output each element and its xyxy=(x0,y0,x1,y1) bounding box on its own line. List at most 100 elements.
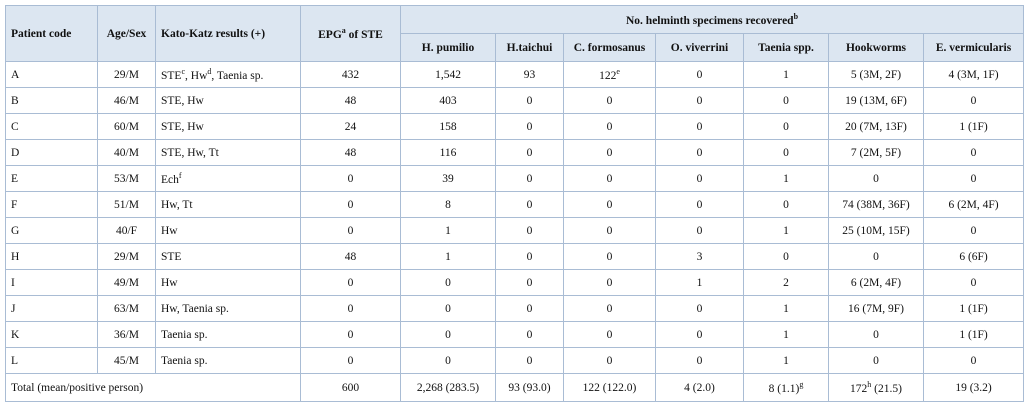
table-cell: 0 xyxy=(563,217,656,244)
table-row: E 53/M Echf 0 39 0 0 0 1 0 0 xyxy=(5,165,1025,192)
table-row: H 29/M STE 48 1 0 0 3 0 0 6 (6F) xyxy=(5,243,1025,270)
table-cell: 0 xyxy=(743,113,829,140)
table-cell: 60/M xyxy=(97,113,156,140)
table-cell: 0 xyxy=(563,139,656,166)
table-cell: 1 (1F) xyxy=(922,295,1025,322)
table-cell: 0 xyxy=(495,139,564,166)
table-cell: 0 xyxy=(563,113,656,140)
table-cell: 0 xyxy=(400,295,496,322)
table-cell: 63/M xyxy=(97,295,156,322)
table-cell: 8 (1.1)g xyxy=(743,373,829,402)
table-cell: 93 xyxy=(495,61,564,88)
table-cell: 116 xyxy=(400,139,496,166)
table-cell: 0 xyxy=(655,139,744,166)
table-cell: 0 xyxy=(400,347,496,374)
header-cell: Patient code xyxy=(5,5,98,62)
header-cell: Hookworms xyxy=(828,33,924,62)
table-cell: 0 xyxy=(922,87,1025,114)
table-cell: STE, Hw xyxy=(155,113,301,140)
table-cell: 2,268 (283.5) xyxy=(400,373,496,402)
table-cell: 0 xyxy=(655,61,744,88)
table-cell: J xyxy=(5,295,98,322)
table-cell: 0 xyxy=(828,321,924,348)
table-cell: E xyxy=(5,165,98,192)
table-cell: 1 (1F) xyxy=(922,321,1025,348)
table-row: F 51/M Hw, Tt 0 8 0 0 0 0 74 (38M, 36F) 6 (2M, 4F) xyxy=(5,191,1025,218)
header-cell: Kato-Katz results (+) xyxy=(155,5,301,62)
table-cell: 0 xyxy=(300,347,401,374)
table-cell: 0 xyxy=(828,165,924,192)
table-cell: 0 xyxy=(743,243,829,270)
table-cell: 29/M xyxy=(97,243,156,270)
table-cell: 172h (21.5) xyxy=(828,373,924,402)
header-cell: H. pumilio xyxy=(400,33,496,62)
table-cell: 0 xyxy=(300,295,401,322)
table-cell: 0 xyxy=(655,165,744,192)
header-cell: H.taichui xyxy=(495,33,564,62)
table-cell: 48 xyxy=(300,87,401,114)
table-cell: K xyxy=(5,321,98,348)
table-cell: 1 (1F) xyxy=(922,113,1025,140)
total-row: Total (mean/positive person) 600 2,268 (28… xyxy=(5,373,1025,402)
table-cell: 0 xyxy=(563,191,656,218)
table-cell: 403 xyxy=(400,87,496,114)
table-cell: 0 xyxy=(828,243,924,270)
table-cell: 122e xyxy=(563,61,656,88)
table-cell: 0 xyxy=(743,87,829,114)
table-cell: 0 xyxy=(495,269,564,296)
table-header: Patient code Age/Sex Kato-Katz results (+)… xyxy=(5,5,1025,62)
table-cell: 46/M xyxy=(97,87,156,114)
table-cell: 0 xyxy=(655,113,744,140)
table-row: J 63/M Hw, Taenia sp. 0 0 0 0 0 1 16 (7M, 9F) 1 (1… xyxy=(5,295,1025,322)
table-cell: 51/M xyxy=(97,191,156,218)
table-cell: 0 xyxy=(655,295,744,322)
header-cell: O. viverrini xyxy=(655,33,744,62)
table-cell: 0 xyxy=(400,321,496,348)
table-cell: 0 xyxy=(300,191,401,218)
table-cell: 3 xyxy=(655,243,744,270)
table-cell: 0 xyxy=(495,321,564,348)
table-cell: Echf xyxy=(155,165,301,192)
table-cell: 0 xyxy=(743,139,829,166)
header-cell: EPGa of STE xyxy=(300,5,401,62)
table-cell: 93 (93.0) xyxy=(495,373,564,402)
table-cell: 20 (7M, 13F) xyxy=(828,113,924,140)
cell-text: 8 (1.1) xyxy=(768,382,800,395)
table-cell: 40/F xyxy=(97,217,156,244)
table-cell: 1 xyxy=(743,217,829,244)
table-row: L 45/M Taenia sp. 0 0 0 0 0 1 0 0 xyxy=(5,347,1025,374)
table-cell: 1 xyxy=(400,243,496,270)
footnote-mark: h xyxy=(867,380,872,390)
table-cell: Taenia sp. xyxy=(155,321,301,348)
table-cell: 19 (3.2) xyxy=(922,373,1025,402)
table-cell: 48 xyxy=(300,243,401,270)
table-cell: 8 xyxy=(400,191,496,218)
table-cell: 0 xyxy=(495,87,564,114)
table-cell: 0 xyxy=(495,295,564,322)
table-cell: 45/M xyxy=(97,347,156,374)
table-cell: 40/M xyxy=(97,139,156,166)
table-cell: 1 xyxy=(655,269,744,296)
table-cell: 0 xyxy=(563,269,656,296)
cell-text: 122 xyxy=(599,69,617,82)
table-cell: 0 xyxy=(922,269,1025,296)
table-cell: 48 xyxy=(300,139,401,166)
table-cell: 74 (38M, 36F) xyxy=(828,191,924,218)
table-cell: C xyxy=(5,113,98,140)
table-cell: 0 xyxy=(563,243,656,270)
table-cell: I xyxy=(5,269,98,296)
cell-text: Ech xyxy=(161,173,179,186)
table-cell: 0 xyxy=(655,191,744,218)
table-cell: 2 xyxy=(743,269,829,296)
footnote-mark: a xyxy=(341,26,346,36)
table-body: A 29/M STEc, Hwd, Taenia sp. 432 1,542 93 122e… xyxy=(5,61,1025,402)
header-row: H. pumilio H.taichui C. formosanus O. viver… xyxy=(6,33,1025,62)
data-table: Patient code Age/Sex Kato-Katz results (+)… xyxy=(5,5,1025,402)
cell-text: of STE xyxy=(345,28,383,41)
table-cell: Total (mean/positive person) xyxy=(5,373,301,402)
table-cell: 6 (2M, 4F) xyxy=(922,191,1025,218)
table-cell: 1 xyxy=(743,61,829,88)
table-cell: STE, Hw xyxy=(155,87,301,114)
table-cell: 0 xyxy=(922,217,1025,244)
table-cell: 0 xyxy=(400,269,496,296)
